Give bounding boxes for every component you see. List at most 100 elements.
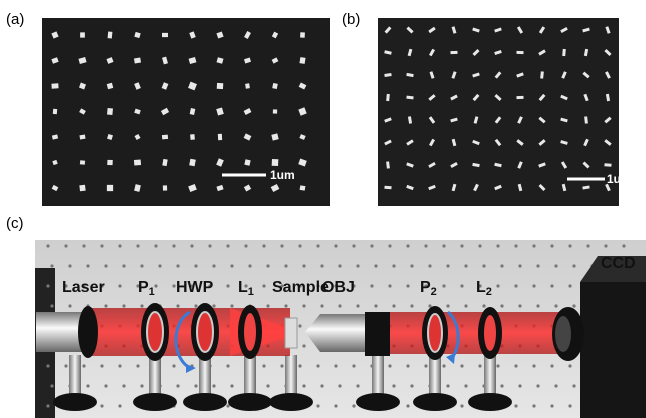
hole [406, 284, 409, 287]
hole [622, 244, 625, 247]
hole [68, 304, 71, 307]
component-name: L [476, 279, 486, 296]
hole [388, 284, 391, 287]
hole [460, 284, 463, 287]
hole [302, 344, 305, 347]
hole [316, 244, 319, 247]
hole [568, 284, 571, 287]
figure: (a) (b) (c) 1um 1um LaserP1HWPL1SampleOB… [0, 0, 646, 418]
hole [262, 284, 265, 287]
lens-2 [478, 307, 502, 359]
hole [46, 404, 49, 407]
lens-1 [238, 305, 262, 359]
nanostructure [162, 135, 168, 140]
hole [514, 364, 517, 367]
hole [338, 304, 341, 307]
post-base [468, 393, 512, 411]
nanostructure [516, 96, 523, 99]
hole [514, 284, 517, 287]
hole [334, 404, 337, 407]
hole [136, 244, 139, 247]
hole [176, 304, 179, 307]
hole [266, 264, 269, 267]
hole [554, 304, 557, 307]
hole [604, 244, 607, 247]
hole [334, 364, 337, 367]
hole [230, 264, 233, 267]
nanostructure [245, 83, 250, 89]
hole [482, 304, 485, 307]
component-label: CCD [601, 255, 636, 272]
nanostructure [134, 58, 141, 64]
nanostructure [79, 185, 85, 192]
nanostructure [107, 160, 113, 165]
hole [446, 264, 449, 267]
hole [500, 384, 503, 387]
panel-label: (c) [6, 215, 24, 232]
hole [554, 264, 557, 267]
component-label: OBJ [322, 279, 355, 296]
post-base [133, 393, 177, 411]
hole [46, 244, 49, 247]
nanostructure [107, 185, 113, 191]
hole [172, 364, 175, 367]
hole [406, 404, 409, 407]
nanostructure [273, 109, 277, 113]
hole [532, 404, 535, 407]
hole [226, 404, 229, 407]
hole [86, 264, 89, 267]
hole [406, 244, 409, 247]
hole [302, 264, 305, 267]
hole [50, 304, 53, 307]
hole [536, 304, 539, 307]
hole [356, 304, 359, 307]
hole [388, 364, 391, 367]
post-base [269, 393, 313, 411]
hole [104, 304, 107, 307]
polarizer-1 [141, 303, 169, 361]
post [372, 355, 384, 397]
nanostructure [79, 135, 85, 140]
hole [230, 384, 233, 387]
hole [64, 364, 67, 367]
hole [212, 304, 215, 307]
hole [572, 304, 575, 307]
nanostructure [604, 163, 611, 167]
nanostructure [107, 108, 113, 115]
component-name: P [420, 279, 431, 296]
post [244, 355, 256, 397]
hole [226, 244, 229, 247]
hole [86, 384, 89, 387]
component-name: P [138, 279, 149, 296]
component-name: CCD [601, 255, 636, 272]
hole [284, 264, 287, 267]
hole [118, 404, 121, 407]
panel-label: (a) [6, 11, 24, 28]
nanostructure [299, 57, 305, 64]
hole [356, 384, 359, 387]
hole [136, 364, 139, 367]
hole [244, 244, 247, 247]
hole [82, 244, 85, 247]
post [285, 355, 297, 397]
hole [532, 364, 535, 367]
hole [230, 304, 233, 307]
post-base [183, 393, 227, 411]
hole [374, 304, 377, 307]
component-subscript: 2 [431, 286, 437, 298]
nanostructure [163, 185, 167, 190]
component-subscript: 2 [486, 286, 492, 298]
hole [568, 244, 571, 247]
hole [550, 404, 553, 407]
hole [226, 364, 229, 367]
hole [334, 244, 337, 247]
hole [208, 244, 211, 247]
hole [586, 244, 589, 247]
nanostructure [300, 185, 306, 190]
hole [118, 244, 121, 247]
hole [550, 284, 553, 287]
nanostructure [108, 31, 113, 38]
hole [194, 384, 197, 387]
hole [68, 264, 71, 267]
hole [50, 384, 53, 387]
